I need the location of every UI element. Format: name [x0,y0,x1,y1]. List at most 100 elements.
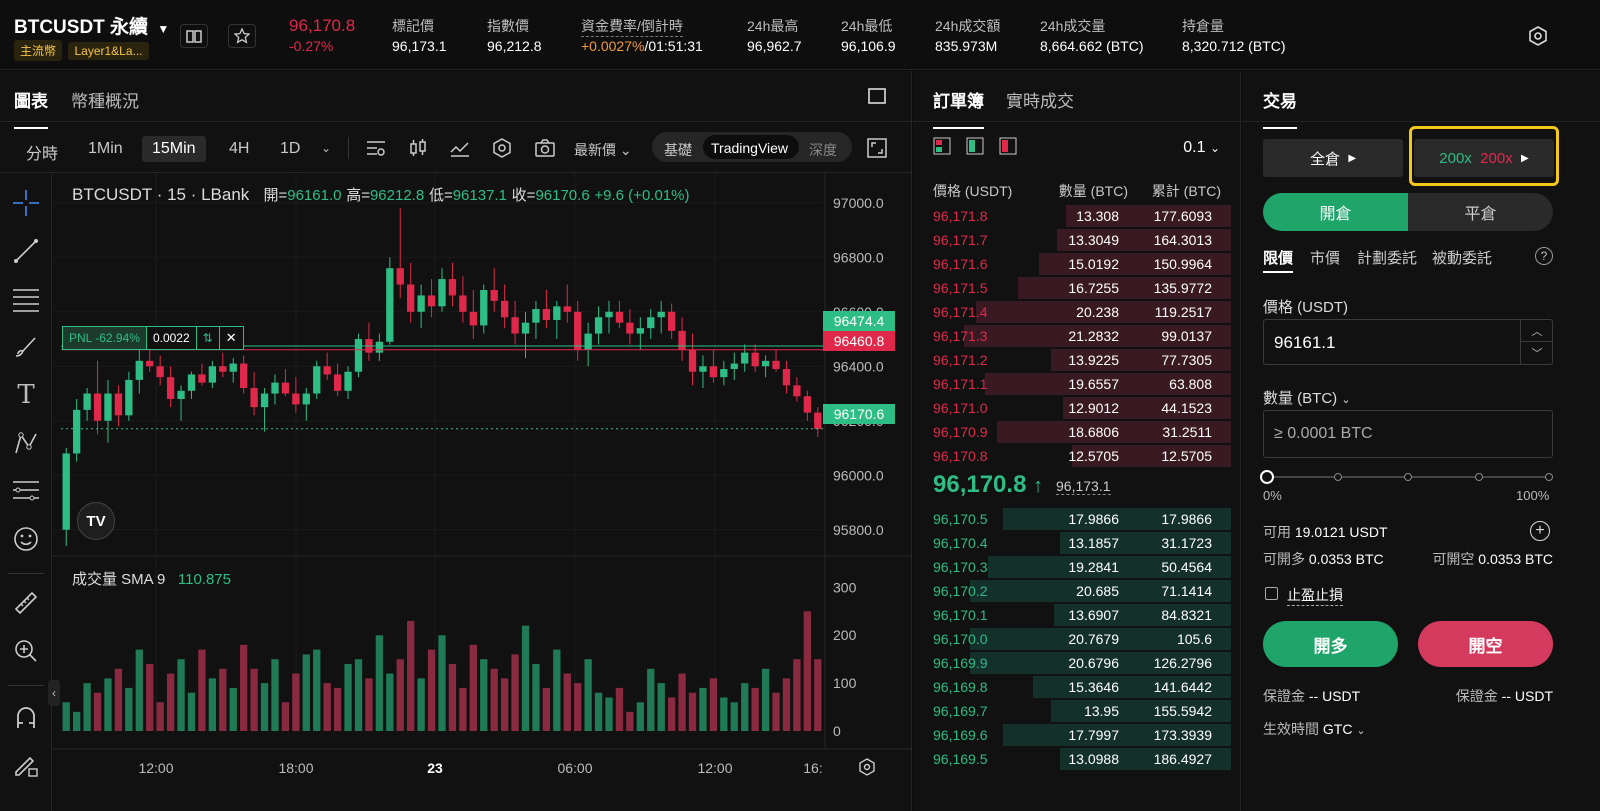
price-type-select[interactable]: 最新價 ⌄ [574,140,632,160]
orderbook-row[interactable]: 96,170.0 20.7679 105.6 [913,627,1231,651]
magnet-icon[interactable] [12,703,40,731]
slider-handle[interactable] [1260,470,1274,484]
fullscreen-icon[interactable] [866,137,888,159]
slider-stop[interactable] [1404,473,1412,481]
brush-icon[interactable] [12,333,40,361]
decrease-icon[interactable]: ﹀ [1531,348,1543,360]
qty-unit-select[interactable]: 數量 (BTC) ⌄ [1263,387,1351,408]
qty-placeholder[interactable]: ≥ 0.0001 BTC [1274,425,1373,442]
orderbook-row[interactable]: 96,170.2 20.685 71.1414 [913,579,1231,603]
orderbook-row[interactable]: 96,169.7 13.95 155.5942 [913,699,1231,723]
tag-layer1[interactable]: Layer1&La... [68,42,149,60]
lock-drawing-icon[interactable] [12,751,40,779]
slider-stop[interactable] [1333,473,1342,481]
orderbook-row[interactable]: 96,170.9 18.6806 31.2511 [913,420,1231,444]
candlestick-chart[interactable]: 97000.096800.096600.096400.096200.096000… [53,173,911,811]
interval-4h[interactable]: 4H [229,140,250,157]
tpsl-checkbox[interactable] [1265,587,1278,600]
price-field[interactable]: 96161.1 ︿ ﹀ [1263,319,1553,365]
orderbook-row[interactable]: 96,171.4 20.238 119.2517 [913,300,1231,324]
zoom-in-icon[interactable] [12,637,40,665]
pattern-icon[interactable] [12,429,40,457]
help-icon[interactable]: ? [1535,247,1553,265]
orderbook-row[interactable]: 96,171.5 16.7255 135.9772 [913,276,1231,300]
orderbook-row[interactable]: 96,170.8 12.5705 12.5705 [913,444,1231,468]
slider-stop[interactable] [1474,473,1483,481]
tab-chart[interactable]: 圖表 [14,87,48,129]
order-type-market[interactable]: 市價 [1310,250,1341,267]
order-type-plan[interactable]: 計劃委託 [1357,250,1418,267]
orderbook-row[interactable]: 96,171.7 13.3049 164.3013 [913,228,1231,252]
tradingview-logo[interactable]: TV [77,502,115,540]
close-position-tab[interactable]: 平倉 [1408,193,1553,231]
orderbook-row[interactable]: 96,171.2 13.9225 77.7305 [913,348,1231,372]
slider-stop[interactable] [1545,473,1553,481]
book-both-icon[interactable] [933,137,951,155]
tab-trade[interactable]: 交易 [1263,87,1297,129]
tab-orderbook[interactable]: 訂單簿 [933,87,984,129]
fib-icon[interactable] [12,477,40,505]
camera-icon[interactable] [534,138,556,158]
book-asks-icon[interactable] [999,137,1017,155]
open-long-button[interactable]: 開多 [1263,621,1398,667]
price-input-value[interactable]: 96161.1 [1274,333,1336,352]
tab-recent-trades[interactable]: 實時成交 [1006,92,1074,111]
collapse-toolbar-icon[interactable]: ‹ [48,680,60,706]
orderbook-row[interactable]: 96,169.5 13.0988 186.4927 [913,747,1231,771]
view-tradingview[interactable]: TradingView [711,140,789,156]
tpsl-label[interactable]: 止盈止損 [1287,585,1343,606]
orderbook-row[interactable]: 96,171.1 19.6557 63.808 [913,372,1231,396]
orderbook-row[interactable]: 96,171.0 12.9012 44.1523 [913,396,1231,420]
orderbook-row[interactable]: 96,171.3 21.2832 99.0137 [913,324,1231,348]
order-type-limit[interactable]: 限價 [1263,250,1294,267]
book-bids-icon[interactable] [966,137,984,155]
close-position-icon[interactable]: ✕ [218,327,243,349]
maximize-icon[interactable] [866,85,888,107]
order-type-passive[interactable]: 被動委託 [1432,250,1493,267]
pnl-position-tag[interactable]: PNL -62.94% 0.0022 ⇅ ✕ [62,326,244,350]
orderbook-row[interactable]: 96,169.6 17.7997 173.3939 [913,723,1231,747]
orderbook-row[interactable]: 96,170.5 17.9866 17.9866 [913,507,1231,531]
orderbook-row[interactable]: 96,170.3 19.2841 50.4564 [913,555,1231,579]
chart-config-icon[interactable] [856,756,878,778]
interval-15min[interactable]: 15Min [142,136,206,162]
ob-mark-price[interactable]: 96,173.1 [1056,478,1111,495]
orderbook-row[interactable]: 96,169.8 15.3646 141.6442 [913,675,1231,699]
settings-icon[interactable] [1526,24,1550,48]
open-position-tab[interactable]: 開倉 [1263,193,1408,231]
emoji-icon[interactable] [12,525,40,553]
orderbook-row[interactable]: 96,171.6 15.0192 150.9964 [913,252,1231,276]
horizontal-lines-icon[interactable] [12,285,40,313]
star-icon[interactable] [228,24,256,48]
line-indicator-icon[interactable] [449,138,471,158]
text-tool-icon[interactable]: T [17,380,35,410]
tag-mainstream[interactable]: 主流幣 [14,40,63,61]
orderbook-row[interactable]: 96,170.1 13.6907 84.8321 [913,603,1231,627]
tab-coin-overview[interactable]: 幣種概況 [71,92,139,111]
view-basic[interactable]: 基礎 [664,142,692,158]
reverse-position-icon[interactable]: ⇅ [195,327,219,349]
interval-1min[interactable]: 1Min [88,140,123,157]
orderbook-row[interactable]: 96,171.8 13.308 177.6093 [913,204,1231,228]
view-depth[interactable]: 深度 [809,142,837,158]
chevron-down-icon[interactable]: ⌄ [320,141,332,155]
leverage-button[interactable]: 200x 200x ▶ [1414,139,1554,177]
candle-type-icon[interactable] [407,138,429,158]
add-funds-icon[interactable]: + [1530,521,1550,541]
precision-select[interactable]: 0.1 ⌄ [1183,139,1220,157]
open-short-button[interactable]: 開空 [1418,621,1553,667]
orderbook-row[interactable]: 96,169.9 20.6796 126.2796 [913,651,1231,675]
increase-icon[interactable]: ︿ [1521,320,1553,342]
interval-1d[interactable]: 1D [280,140,301,157]
interval-time[interactable]: 分時 [26,146,59,163]
chart-settings-icon[interactable] [491,137,513,159]
qty-field[interactable]: ≥ 0.0001 BTC [1263,410,1553,458]
time-in-force-select[interactable]: 生效時間 GTC ⌄ [1263,719,1366,739]
margin-mode-button[interactable]: 全倉 ▶ [1263,139,1403,177]
ruler-icon[interactable] [12,589,40,617]
indicator-icon[interactable] [365,138,387,158]
trend-line-icon[interactable] [12,237,40,265]
crosshair-icon[interactable] [12,189,40,217]
book-icon[interactable] [180,24,208,48]
symbol-selector[interactable]: BTCUSDT 永續 ▼ [14,12,169,39]
